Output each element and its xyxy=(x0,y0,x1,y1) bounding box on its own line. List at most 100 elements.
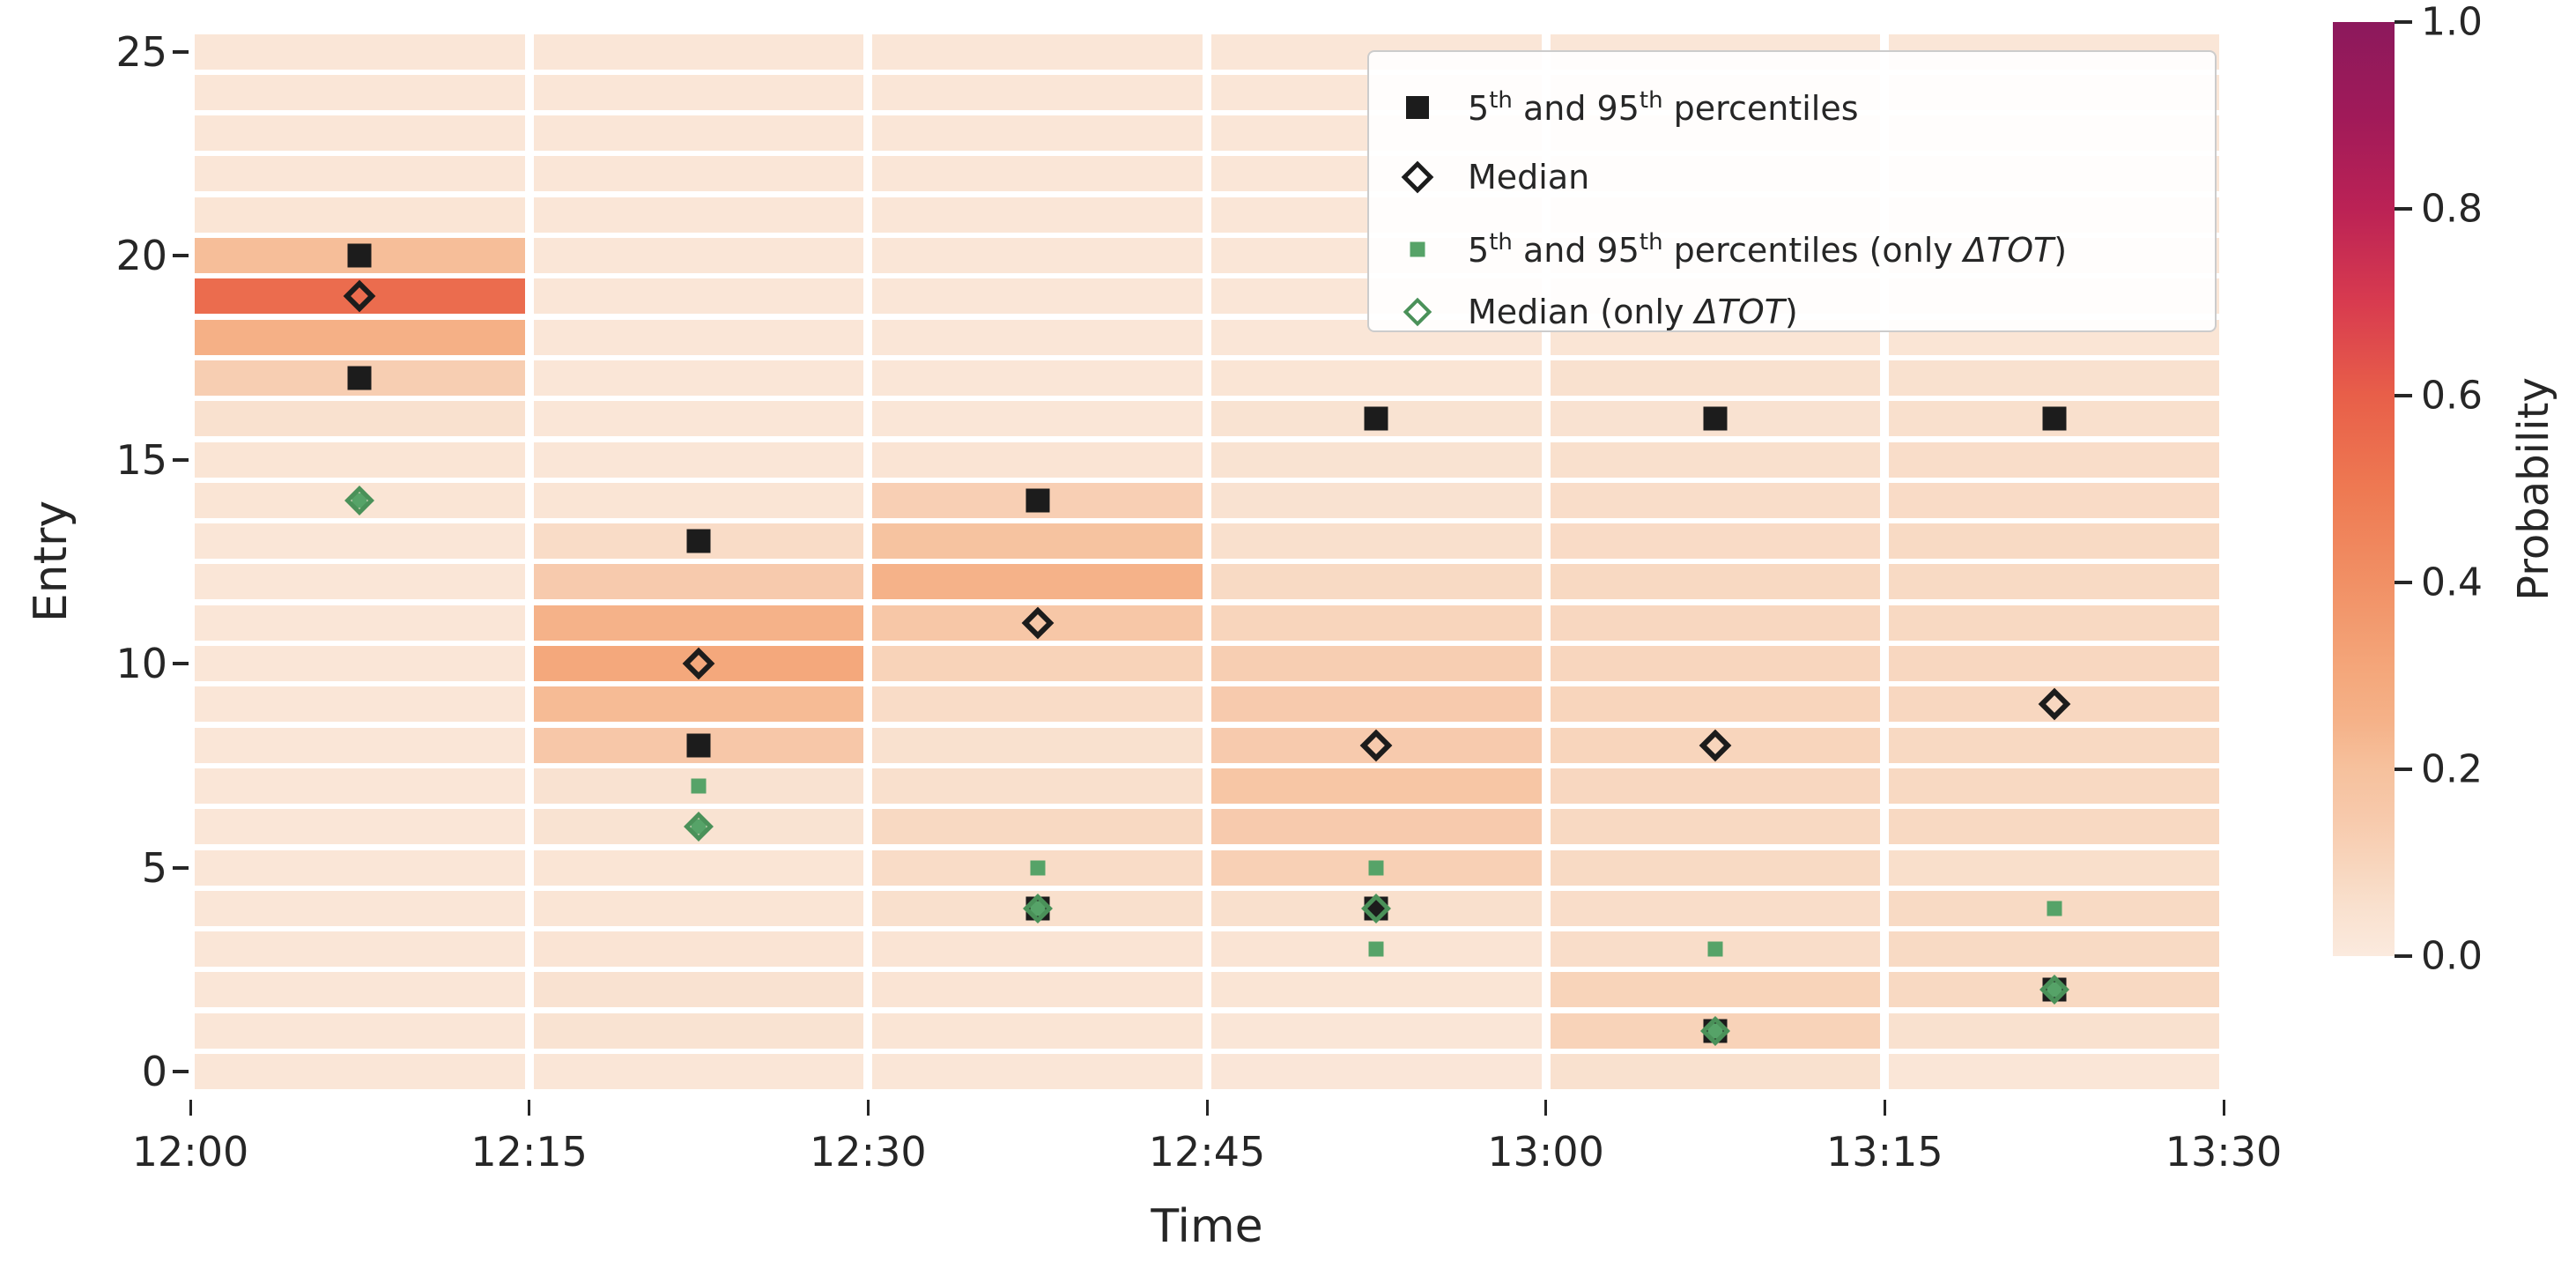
heat-cell xyxy=(195,33,525,70)
heat-cell xyxy=(1889,768,2219,804)
heat-cell xyxy=(195,605,525,641)
heat-cell xyxy=(1211,523,1542,560)
heat-cell xyxy=(533,74,864,110)
heat-cell xyxy=(872,238,1203,273)
colorbar-tickmark xyxy=(2395,581,2412,584)
heat-cell xyxy=(872,156,1203,192)
heat-cell xyxy=(1889,564,2219,600)
heat-cell xyxy=(1550,727,1881,763)
heat-cell xyxy=(533,197,864,233)
heat-cell xyxy=(195,523,525,560)
colorbar-tickmark xyxy=(2395,954,2412,958)
heat-cell xyxy=(1889,931,2219,968)
x-tick-label: 13:00 xyxy=(1487,1128,1604,1176)
heat-cell xyxy=(872,74,1203,110)
green-square-marker xyxy=(1030,860,1046,875)
heat-cell xyxy=(872,319,1203,355)
legend-item-label: Median (only ΔTOT) xyxy=(1468,293,1798,331)
heat-cell xyxy=(1211,646,1542,681)
x-tick-label: 12:30 xyxy=(810,1128,927,1176)
heat-cell xyxy=(1889,605,2219,641)
heat-cell xyxy=(872,972,1203,1008)
colorbar-tickmark xyxy=(2395,768,2412,771)
heat-cell xyxy=(872,931,1203,968)
green-square-marker xyxy=(1707,941,1723,957)
y-tick-label: 15 xyxy=(115,435,167,484)
legend-item-label: Median xyxy=(1468,158,1590,197)
green-square-marker xyxy=(1368,860,1384,875)
green-diamond-icon xyxy=(1403,297,1432,327)
y-tickmark xyxy=(173,1070,189,1073)
heat-cell xyxy=(533,156,864,192)
green-square-marker xyxy=(352,493,367,508)
heat-cell xyxy=(195,278,525,315)
heat-cell xyxy=(872,1013,1203,1049)
y-tickmark xyxy=(173,254,189,257)
colorbar-tick-label: 0.6 xyxy=(2421,373,2483,419)
colorbar-tickmark xyxy=(2395,20,2412,24)
black-square-marker xyxy=(1025,488,1050,513)
green-square-marker xyxy=(691,778,707,794)
heat-cell xyxy=(1211,441,1542,478)
heat-cell xyxy=(195,1054,525,1089)
heat-cell xyxy=(1889,646,2219,681)
heat-cell xyxy=(533,401,864,437)
heat-cell xyxy=(195,319,525,355)
colorbar-tickmark xyxy=(2395,207,2412,211)
heat-cell xyxy=(195,972,525,1008)
heat-cell xyxy=(533,890,864,926)
heat-cell xyxy=(872,564,1203,600)
heat-cell xyxy=(1889,441,2219,478)
legend: 5th and 95th percentiles Median 5th and 95… xyxy=(1367,50,2217,332)
green-square-marker xyxy=(2047,901,2062,916)
heat-cell xyxy=(195,1013,525,1049)
heat-cell xyxy=(195,727,525,763)
heat-cell xyxy=(1550,849,1881,886)
heat-cell xyxy=(533,360,864,396)
y-tickmark xyxy=(173,49,189,54)
heat-cell xyxy=(872,115,1203,152)
black-square-marker xyxy=(1364,896,1388,921)
heat-cell xyxy=(872,441,1203,478)
heat-cell xyxy=(1550,890,1881,926)
colorbar-tick-label: 1.0 xyxy=(2421,0,2483,45)
heat-cell xyxy=(533,564,864,600)
black-square-marker xyxy=(347,366,372,390)
heat-cell xyxy=(1550,360,1881,396)
heat-cell xyxy=(1211,809,1542,845)
heat-cell xyxy=(1550,523,1881,560)
colorbar-tick-label: 0.2 xyxy=(2421,746,2483,792)
y-tick-label: 20 xyxy=(115,232,167,279)
heat-cell xyxy=(872,605,1203,641)
heat-cell xyxy=(1211,564,1542,600)
x-tick-label: 13:15 xyxy=(1826,1128,1943,1176)
x-tickmark xyxy=(189,1100,192,1116)
black-square-icon xyxy=(1406,96,1429,119)
legend-item-label: 5th and 95th percentiles xyxy=(1468,87,1859,128)
heat-cell xyxy=(1550,972,1881,1008)
green-square-marker xyxy=(1707,1023,1723,1039)
colorbar-tickmark xyxy=(2395,394,2412,397)
colorbar-title: Probability xyxy=(2509,377,2558,601)
heat-cell xyxy=(872,686,1203,723)
heat-cell xyxy=(1211,482,1542,518)
heat-cell xyxy=(1550,482,1881,518)
heat-cell xyxy=(195,768,525,804)
heat-cell xyxy=(1550,686,1881,723)
heat-cell xyxy=(1211,360,1542,396)
heat-cell xyxy=(195,401,525,437)
heat-cell xyxy=(1550,441,1881,478)
heat-cell xyxy=(872,278,1203,315)
heat-cell xyxy=(533,482,864,518)
heat-cell xyxy=(1889,809,2219,845)
colorbar-tick-label: 0.4 xyxy=(2421,560,2483,605)
x-tick-label: 12:15 xyxy=(470,1128,588,1176)
heat-cell xyxy=(1550,1054,1881,1089)
heat-cell xyxy=(195,74,525,110)
x-tick-label: 13:30 xyxy=(2165,1128,2283,1176)
heat-cell xyxy=(533,605,864,641)
heat-cell xyxy=(195,115,525,152)
x-tickmark xyxy=(528,1100,531,1116)
black-square-marker xyxy=(1364,406,1388,431)
black-square-marker xyxy=(686,733,711,758)
